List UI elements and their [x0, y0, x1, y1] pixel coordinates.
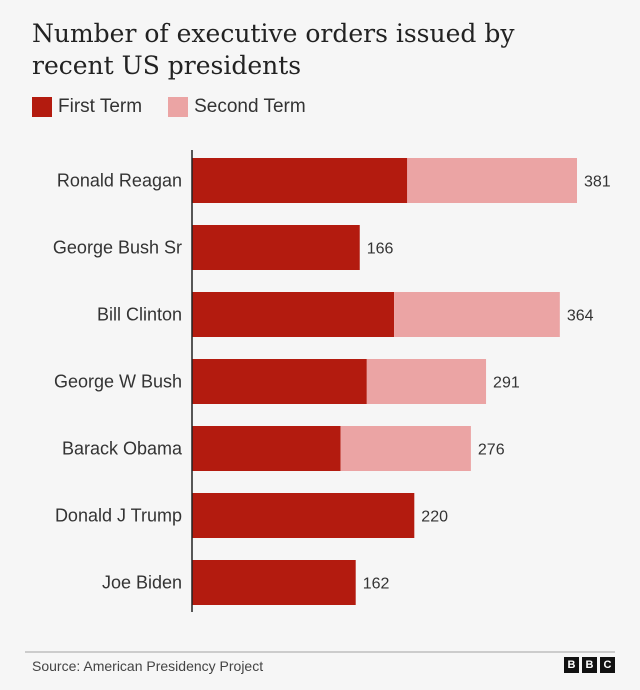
bar-first-term: [192, 292, 395, 337]
bar-second-term: [394, 292, 560, 337]
data-label: 291: [493, 375, 520, 392]
bar-second-term: [366, 359, 487, 404]
legend-item-second-term: Second Term: [168, 96, 306, 118]
data-label: 220: [421, 509, 448, 526]
bar-second-term: [407, 158, 577, 203]
data-label: 276: [478, 442, 505, 459]
category-label: Ronald Reagan: [57, 171, 182, 191]
category-label: Barack Obama: [62, 439, 183, 459]
category-label: Donald J Trump: [55, 506, 182, 526]
category-label: George Bush Sr: [53, 238, 182, 258]
legend-swatch: [168, 97, 189, 117]
data-label: 162: [363, 576, 390, 593]
data-label: 166: [367, 241, 394, 258]
data-label: 381: [584, 174, 611, 191]
bar-second-term: [340, 426, 471, 471]
category-label: Joe Biden: [102, 573, 182, 593]
source-note: Source: American Presidency Project: [32, 658, 264, 674]
bar-first-term: [192, 426, 341, 471]
footer-divider: [25, 651, 615, 653]
bar-chart: Ronald Reagan 381 George Bush Sr 166 Bill Cl…: [53, 150, 611, 612]
legend-swatch: [32, 97, 52, 117]
legend-item-first-term: First Term: [32, 96, 142, 118]
category-label: Bill Clinton: [97, 305, 182, 325]
chart-title: Number of executive orders issued by rec…: [32, 19, 515, 80]
bar-first-term: [192, 158, 408, 203]
legend-label: Second Term: [194, 96, 306, 117]
bar-first-term: [192, 359, 367, 404]
legend-label: First Term: [58, 96, 143, 117]
bar-first-term: [192, 225, 360, 270]
bar-first-term: [192, 493, 415, 538]
data-label: 364: [567, 308, 594, 325]
bar-first-term: [192, 560, 356, 605]
category-label: George W Bush: [54, 372, 182, 392]
legend: First Term Second Term: [32, 96, 332, 118]
